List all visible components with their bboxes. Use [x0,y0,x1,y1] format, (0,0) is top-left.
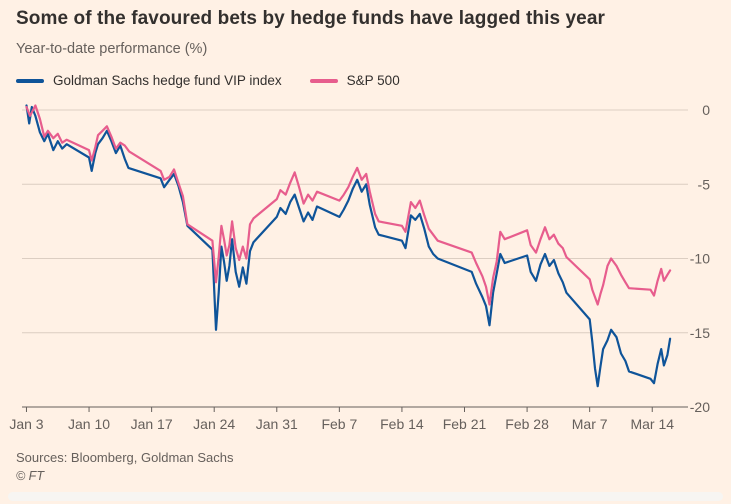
series-line-sp500 [25,104,672,306]
x-tick-label: Mar 14 [630,416,674,432]
chart-header: Some of the favoured bets by hedge funds… [16,8,721,88]
x-tick-label: Feb 28 [505,416,549,432]
legend-swatch-gs-vip [16,78,44,83]
x-tick-label: Jan 31 [256,416,298,432]
x-tick-label: Feb 14 [380,416,424,432]
legend-label-sp500: S&P 500 [346,73,400,88]
y-tick-label: -5 [698,176,711,192]
x-tick-label: Feb 21 [443,416,487,432]
horizontal-scrollbar[interactable] [8,492,723,501]
x-tick-label: Jan 10 [68,416,110,432]
legend-item-gs-vip: Goldman Sachs hedge fund VIP index [16,73,282,88]
chart-footer: Sources: Bloomberg, Goldman Sachs © FT [16,450,234,483]
chart-subtitle: Year-to-date performance (%) [16,41,208,57]
y-tick-label: -20 [690,399,710,415]
series-line-gs-vip [25,104,672,388]
chart-title: Some of the favoured bets by hedge funds… [16,8,605,29]
chart-legend: Goldman Sachs hedge fund VIP index S&P 5… [16,73,721,88]
sources-text: Sources: Bloomberg, Goldman Sachs [16,450,234,465]
x-tick-label: Jan 3 [9,416,43,432]
x-tick-label: Mar 7 [572,416,608,432]
y-tick-label: -15 [690,325,710,341]
legend-swatch-sp500 [309,78,338,83]
y-tick-label: 0 [702,102,710,118]
x-tick-label: Feb 7 [321,416,357,432]
legend-item-sp500: S&P 500 [309,73,400,88]
x-tick-label: Jan 17 [131,416,173,432]
legend-label-gs-vip: Goldman Sachs hedge fund VIP index [53,73,282,88]
y-tick-label: -10 [690,251,710,267]
ft-copyright: © FT [16,469,44,483]
x-tick-label: Jan 24 [193,416,235,432]
